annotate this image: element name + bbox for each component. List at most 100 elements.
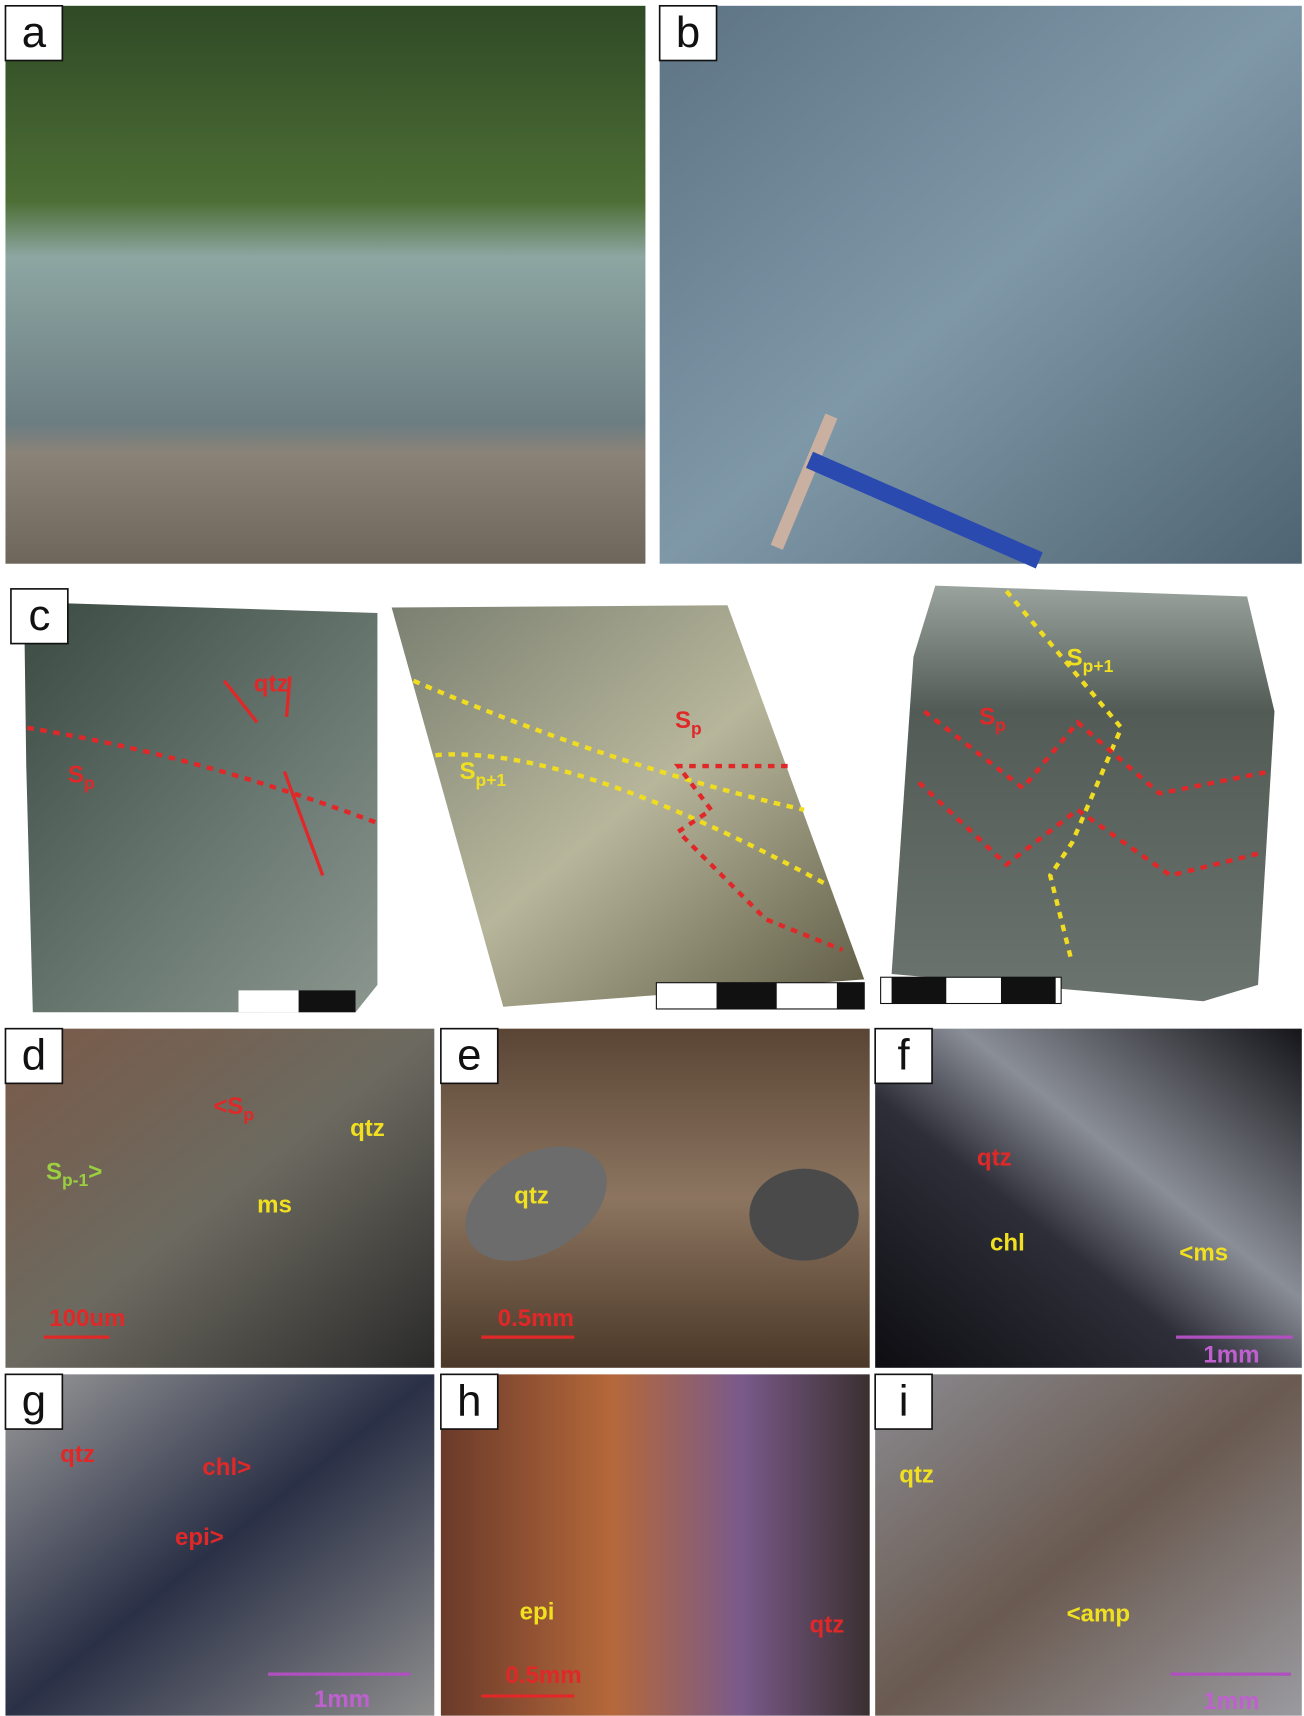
annotation: qtz bbox=[350, 1115, 385, 1142]
photo-a bbox=[5, 5, 646, 564]
scale-bar bbox=[1000, 977, 1056, 1004]
trace bbox=[1004, 589, 1124, 964]
label-box bbox=[4, 4, 64, 62]
annotation: Sp bbox=[675, 707, 702, 739]
annotation: 1mm bbox=[1203, 1341, 1259, 1368]
panel-label: e bbox=[457, 1031, 481, 1080]
annotation-subscript: p bbox=[995, 715, 1006, 735]
trace bbox=[27, 725, 379, 826]
trace bbox=[673, 763, 844, 952]
annotation: epi> bbox=[175, 1524, 224, 1551]
annotation-subscript: p-1 bbox=[62, 1170, 89, 1190]
panel-labels: a b c d e f g h i bbox=[4, 4, 933, 1430]
annotation: qtz bbox=[977, 1144, 1012, 1171]
label-box bbox=[440, 1373, 499, 1430]
annotation-text: S bbox=[979, 704, 995, 731]
annotation-text: qtz bbox=[350, 1115, 385, 1142]
photo-g bbox=[5, 1374, 435, 1716]
grain bbox=[465, 1146, 607, 1261]
photo-d bbox=[5, 1028, 435, 1368]
annotation-text: chl bbox=[990, 1230, 1025, 1257]
annotation-text: S bbox=[1067, 644, 1083, 671]
annotation: 0.5mm bbox=[498, 1305, 574, 1332]
annotation: Sp+1 bbox=[1067, 644, 1114, 676]
annotation-text: epi> bbox=[175, 1524, 224, 1551]
photo-f bbox=[875, 1028, 1302, 1368]
annotation-text: S bbox=[459, 758, 475, 785]
panel-label: g bbox=[22, 1376, 46, 1425]
label-box bbox=[658, 4, 718, 62]
label-box bbox=[4, 1027, 64, 1085]
annotation: qtz bbox=[810, 1612, 845, 1639]
annotation: qtz bbox=[60, 1441, 95, 1468]
annotation: <amp bbox=[1067, 1601, 1130, 1628]
annotation: 0.5mm bbox=[505, 1662, 581, 1689]
panel-label: h bbox=[457, 1376, 481, 1425]
annotation: 1mm bbox=[1203, 1688, 1259, 1715]
annotation-text: 1mm bbox=[1203, 1341, 1259, 1368]
annotation-text: <S bbox=[213, 1093, 243, 1120]
annotation-subscript: p bbox=[243, 1105, 254, 1125]
annotation-text: qtz bbox=[60, 1441, 95, 1468]
annotation: Sp-1> bbox=[46, 1159, 102, 1191]
photo-b bbox=[659, 5, 1302, 564]
annotation: epi bbox=[520, 1598, 555, 1625]
scale-bar bbox=[891, 977, 947, 1004]
pointer bbox=[282, 771, 325, 877]
scale-bar bbox=[716, 982, 777, 1009]
panel-label: b bbox=[676, 8, 700, 57]
annotation-text: qtz bbox=[514, 1183, 549, 1210]
pointer-lines bbox=[222, 676, 325, 877]
photo-i bbox=[875, 1374, 1302, 1716]
annotation-text: 0.5mm bbox=[498, 1305, 574, 1332]
annotation: chl bbox=[990, 1230, 1025, 1257]
micro-scale-bars bbox=[43, 1335, 1294, 1698]
annotation-tail: > bbox=[88, 1159, 102, 1186]
annotation-text: 1mm bbox=[314, 1686, 370, 1713]
annotation-text: qtz bbox=[899, 1462, 934, 1489]
panel-label: f bbox=[898, 1031, 911, 1080]
annotation-text: S bbox=[46, 1159, 62, 1186]
panel-label: a bbox=[22, 8, 47, 57]
panel-label: c bbox=[28, 591, 50, 640]
hammer-head bbox=[770, 413, 838, 550]
annotation: chl> bbox=[202, 1454, 251, 1481]
specimen-2 bbox=[391, 605, 865, 1007]
annotation-text: S bbox=[675, 707, 691, 734]
trace bbox=[923, 709, 1270, 796]
label-box bbox=[874, 1027, 933, 1085]
annotation: <Sp bbox=[213, 1093, 254, 1125]
panel-label: i bbox=[899, 1376, 909, 1425]
annotation: 1mm bbox=[314, 1686, 370, 1713]
label-box bbox=[440, 1027, 499, 1085]
annotation-text: 1mm bbox=[1203, 1688, 1259, 1715]
annotation-subscript: p bbox=[691, 718, 702, 738]
scale-bar bbox=[238, 990, 299, 1013]
panel-label: d bbox=[22, 1031, 46, 1080]
annotation-text: qtz bbox=[977, 1144, 1012, 1171]
label-box bbox=[4, 1373, 64, 1430]
annotation-text: qtz bbox=[254, 671, 289, 698]
annotation: Sp bbox=[979, 704, 1006, 736]
specimen-1 bbox=[24, 602, 378, 1013]
annotation-text: epi bbox=[520, 1598, 555, 1625]
scale-bar bbox=[836, 982, 865, 1009]
scale-bar bbox=[298, 990, 356, 1013]
foliation-traces bbox=[27, 589, 1270, 964]
annotation: Sp bbox=[68, 762, 95, 794]
annotation: <ms bbox=[1179, 1240, 1228, 1267]
annotation-text: <amp bbox=[1067, 1601, 1130, 1628]
annotation: qtz bbox=[514, 1183, 549, 1210]
annotation: qtz bbox=[899, 1462, 934, 1489]
annotation-text: 100um bbox=[49, 1305, 125, 1332]
annotation: ms bbox=[257, 1191, 292, 1218]
label-box bbox=[874, 1373, 933, 1430]
grain bbox=[749, 1168, 859, 1261]
annotation: Sp+1 bbox=[459, 758, 506, 790]
specimen-3 bbox=[891, 585, 1275, 1002]
annotation: qtz bbox=[254, 671, 289, 698]
annotation-text: ms bbox=[257, 1191, 292, 1218]
trace bbox=[917, 780, 1259, 878]
